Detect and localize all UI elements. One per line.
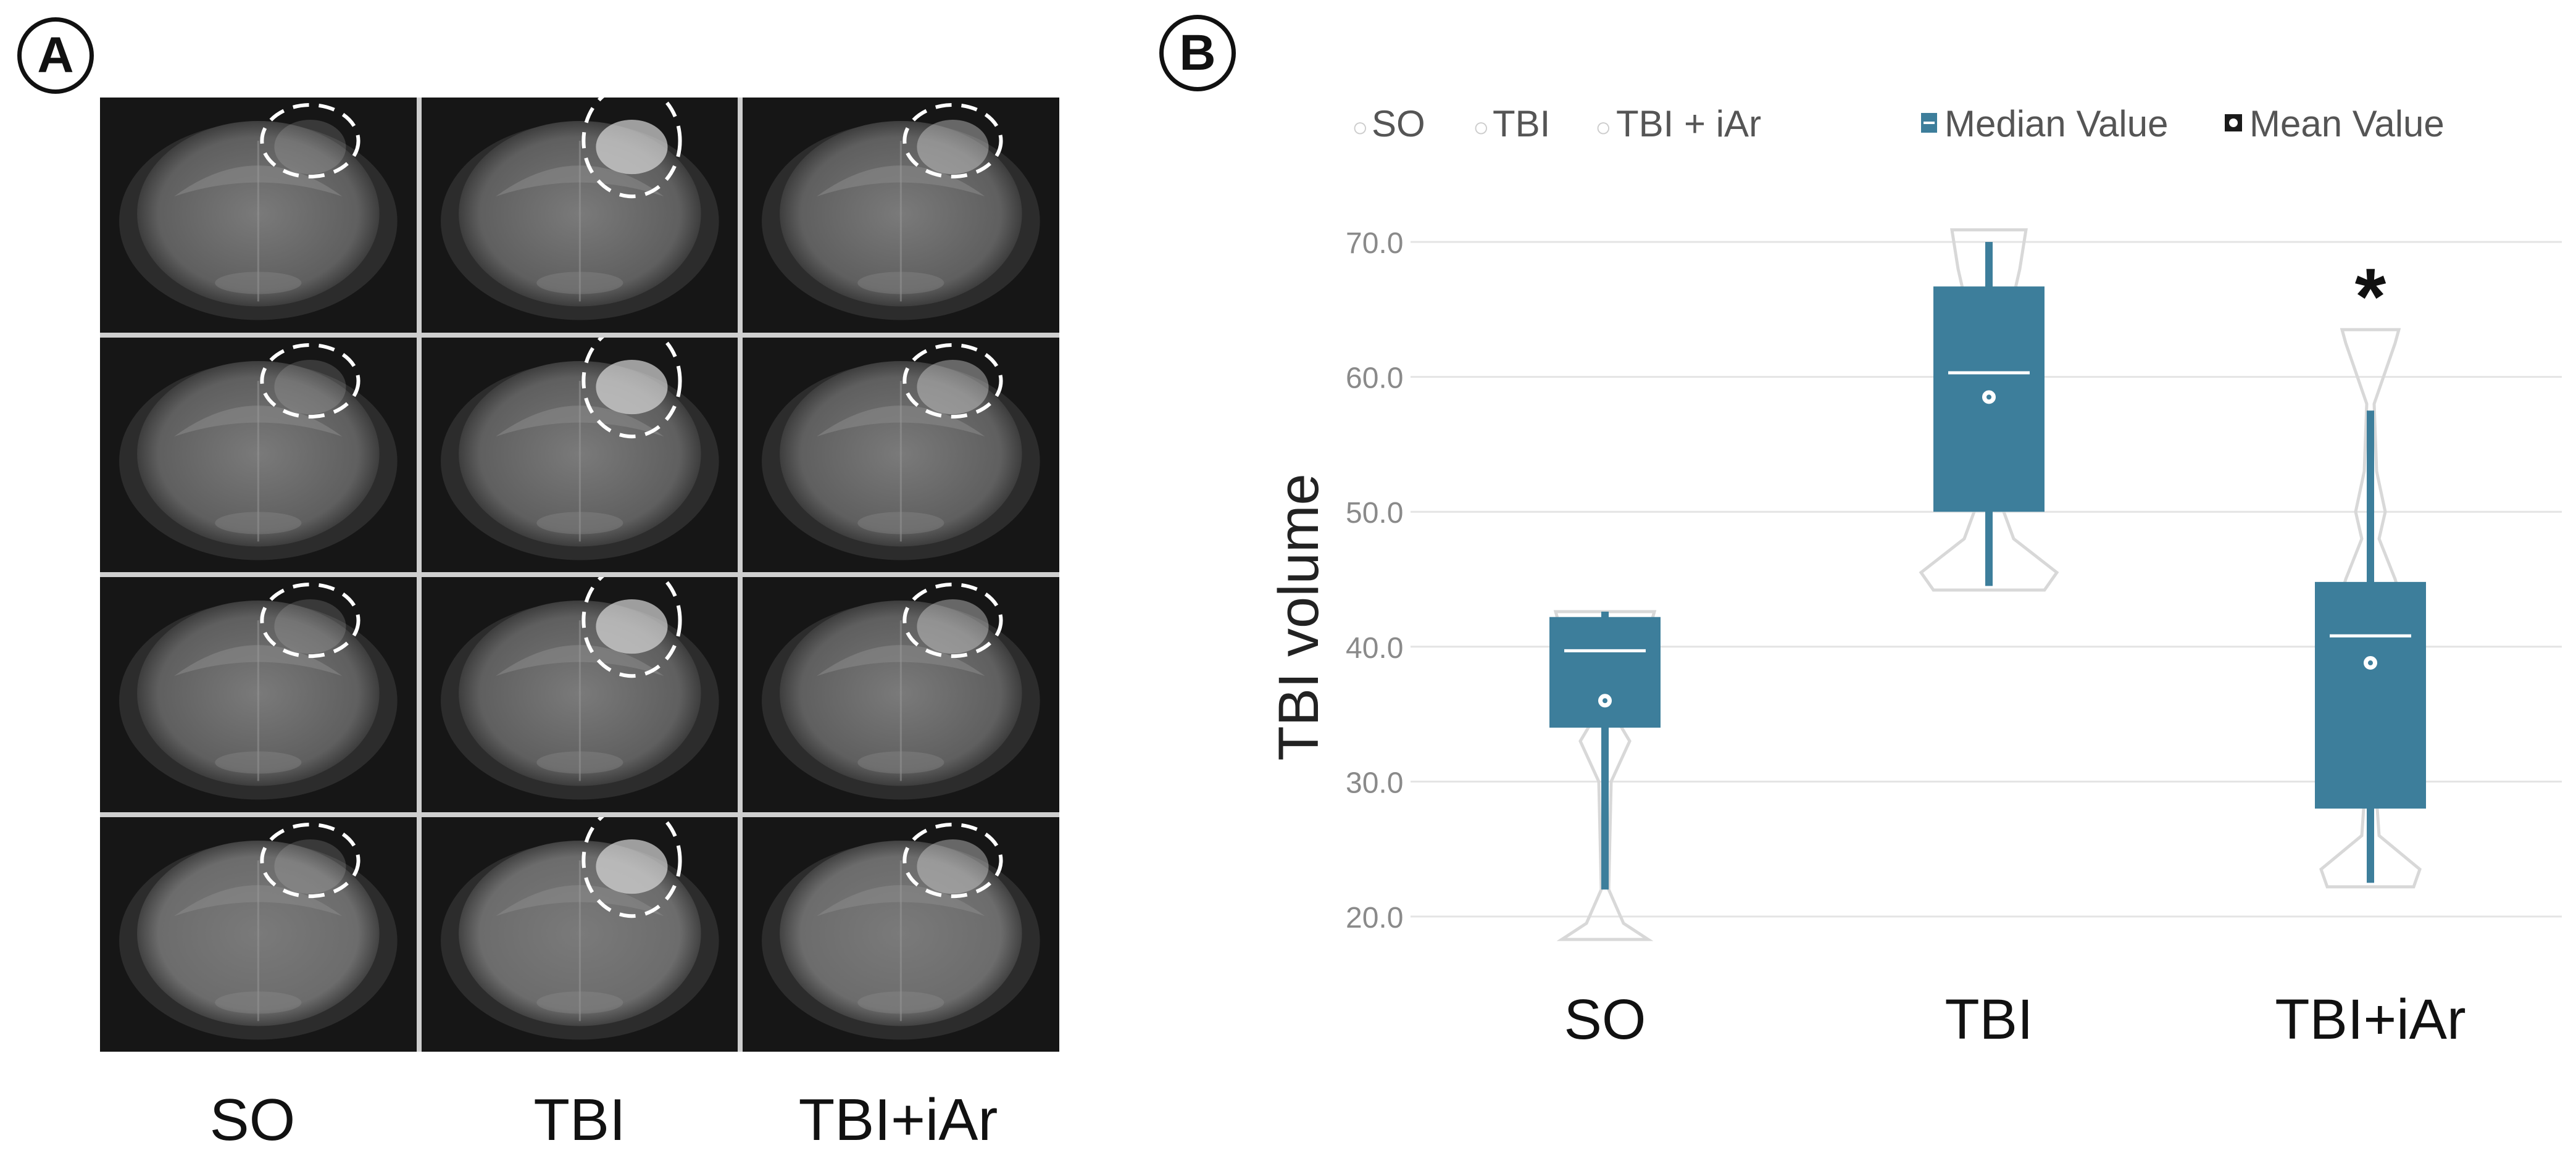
mri-slice (743, 577, 1059, 812)
mri-slice (421, 577, 738, 812)
panel-a-label-tbi: TBI (533, 1087, 626, 1153)
panel-a-label-so: SO (209, 1087, 296, 1153)
mri-slice (100, 337, 417, 572)
y-tick-label: 50.0 (1346, 497, 1403, 530)
x-category-label: TBI (1945, 988, 2033, 1051)
legend-tbi-iar-marker: ○ (1595, 112, 1612, 143)
y-tick-label: 30.0 (1346, 767, 1403, 799)
y-axis-label: TBI volume (1267, 473, 1330, 760)
mri-slice (421, 98, 738, 333)
mri-slice (100, 817, 417, 1052)
mri-slice (743, 337, 1059, 572)
box (1549, 617, 1661, 728)
legend-so-marker: ○ (1352, 112, 1369, 143)
x-category-label: TBI+iAr (2275, 988, 2466, 1051)
mri-image-grid (100, 98, 1059, 1052)
mean-marker-dot (2368, 660, 2373, 666)
y-tick-label: 40.0 (1346, 632, 1403, 665)
mri-slice (421, 337, 738, 572)
legend-median-label: Median Value (1945, 103, 2168, 144)
legend-tbi-label: TBI (1493, 103, 1550, 144)
legend-tbi-iar-label: TBI + iAr (1616, 103, 1761, 144)
mri-slice (743, 817, 1059, 1052)
mri-slice (100, 577, 417, 812)
significance-marker: * (2355, 251, 2386, 341)
mean-marker-dot (1986, 394, 1991, 400)
mri-slice (100, 98, 417, 333)
y-tick-label: 60.0 (1346, 362, 1403, 395)
chart-legend: ○ SO ○ TBI ○ TBI + iAr Median Value Mean… (1352, 103, 2445, 144)
panel-a-label-tbi-iar: TBI+iAr (798, 1087, 998, 1153)
legend-mean-label: Mean Value (2249, 103, 2445, 144)
y-tick-label: 70.0 (1346, 227, 1403, 260)
mri-slice (743, 98, 1059, 333)
violin-outline (1553, 610, 1657, 941)
legend-so-label: SO (1372, 103, 1425, 144)
x-category-label: SO (1564, 988, 1646, 1051)
box (2315, 581, 2426, 809)
mri-slice (421, 817, 738, 1052)
y-tick-label: 20.0 (1346, 902, 1403, 934)
panel-b-letter: B (1159, 15, 1236, 91)
panel-a-letter: A (17, 17, 94, 94)
legend-tbi-marker: ○ (1473, 112, 1490, 143)
mean-marker-dot (1603, 698, 1607, 704)
